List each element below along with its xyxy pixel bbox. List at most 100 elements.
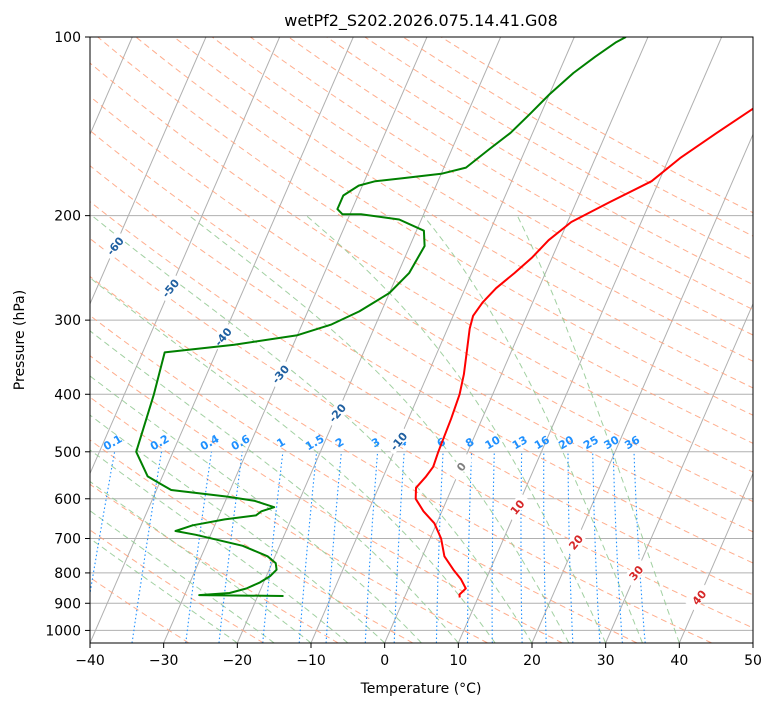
temperature-profile xyxy=(414,107,753,598)
dry-adiabat-line xyxy=(97,37,753,444)
y-tick-label: 400 xyxy=(54,387,81,403)
dry-adiabat-line xyxy=(250,37,753,336)
isotherm-line xyxy=(0,37,59,643)
y-tick-label: 1000 xyxy=(45,623,81,639)
isotherm-line xyxy=(678,472,753,643)
moist-adiabat-line xyxy=(516,215,680,643)
isotherm-label-bg xyxy=(622,558,649,587)
mixing-ratio-line xyxy=(393,451,405,643)
x-tick-label: 20 xyxy=(523,653,541,669)
mixing-ratio-label: 0.2 xyxy=(148,432,171,453)
isotherm-label-bg xyxy=(50,181,76,209)
isotherm-label-bg xyxy=(0,135,22,163)
dry-adiabat-line xyxy=(90,201,753,596)
dry-adiabat-line xyxy=(90,314,638,643)
y-tick-label: 700 xyxy=(54,532,81,548)
x-tick-label: −10 xyxy=(296,653,326,669)
dry-adiabat-line xyxy=(288,37,753,311)
moist-adiabat-line xyxy=(90,480,312,643)
mixing-ratio-line xyxy=(520,451,523,643)
isotherm-line xyxy=(90,37,281,475)
mixing-ratio-label: 13 xyxy=(510,433,530,452)
x-tick-label: −40 xyxy=(75,653,105,669)
x-axis-label: Temperature (°C) xyxy=(360,681,482,697)
moist-adiabat-line xyxy=(188,215,570,643)
isotherm-line xyxy=(752,641,753,643)
moist-adiabat-line xyxy=(90,537,238,643)
x-tick-label: 10 xyxy=(449,653,467,669)
y-axis-label: Pressure (hPa) xyxy=(12,290,28,390)
x-axis-ticks: −40 −30 −20 −10 0 10 20 30 40 50 xyxy=(75,643,762,669)
dry-adiabat-line xyxy=(90,95,753,503)
mixing-ratio-line xyxy=(90,451,116,597)
dry-adiabat-line xyxy=(90,355,563,643)
mixing-ratio-line xyxy=(491,451,495,643)
dry-adiabat-line xyxy=(211,37,753,362)
x-tick-label: −20 xyxy=(223,653,253,669)
mixing-ratio-line xyxy=(633,451,646,643)
isotherm-label-bg xyxy=(101,231,128,260)
dry-adiabat-line xyxy=(90,396,488,643)
plot-frame xyxy=(89,36,754,644)
isotherm-line xyxy=(384,37,649,643)
dry-adiabat-line xyxy=(90,165,753,564)
sounding-profiles xyxy=(135,37,753,598)
isotherm-label-bg xyxy=(323,398,350,427)
moist-adiabat-line xyxy=(90,449,349,643)
dry-adiabat-line xyxy=(90,62,753,473)
isotherm-label-bg xyxy=(447,452,474,480)
isotherm-label-bg xyxy=(562,527,589,556)
isotherm-label: -70 xyxy=(52,184,75,208)
dry-adiabat-line xyxy=(90,483,339,643)
mixing-ratio-line xyxy=(325,451,342,643)
mixing-ratio-label: 3 xyxy=(369,435,382,450)
mixing-ratio-line xyxy=(612,451,623,643)
y-tick-label: 900 xyxy=(54,596,81,612)
mixing-ratio-line xyxy=(298,451,318,643)
mixing-ratio-label: 0.4 xyxy=(198,432,222,453)
x-tick-label: 40 xyxy=(670,653,688,669)
dewpoint-profile xyxy=(135,37,627,597)
dry-adiabat-line xyxy=(90,129,753,533)
moist-adiabat-line xyxy=(90,277,496,643)
dry-adiabat-line xyxy=(90,576,190,643)
isotherm-label-bg xyxy=(209,322,236,350)
isotherm-line xyxy=(163,37,428,643)
y-axis-ticks: 1000 900 800 700 600 500 400 300 200 100 xyxy=(45,30,90,639)
mixing-ratio-label: 25 xyxy=(581,433,601,452)
y-tick-label: 600 xyxy=(54,492,81,508)
moist-adiabat-line xyxy=(305,215,607,643)
isotherm-line xyxy=(457,37,723,643)
x-tick-label: −30 xyxy=(149,653,179,669)
isotherm-line xyxy=(90,37,207,306)
y-tick-label: 200 xyxy=(54,209,81,225)
isotherm-label-bg xyxy=(503,492,530,521)
dry-adiabat-line xyxy=(135,37,753,416)
mixing-ratio-label: 20 xyxy=(556,433,576,452)
y-tick-label: 300 xyxy=(54,313,81,329)
isotherm-line xyxy=(236,37,502,643)
mixing-ratio-label: 16 xyxy=(532,433,552,452)
moist-adiabat-line xyxy=(90,414,386,643)
chart-title: wetPf2_S202.2026.075.14.41.G08 xyxy=(284,11,558,31)
y-tick-label: 800 xyxy=(54,566,81,582)
mixing-ratio-line xyxy=(262,451,284,643)
line-labels: 0.10.20.40.611.52346810131620253036-100-… xyxy=(0,135,712,611)
mixing-ratio-label: 2 xyxy=(333,435,346,450)
x-tick-label: 30 xyxy=(597,653,615,669)
mixing-ratio-line xyxy=(592,451,601,643)
moist-adiabat-line xyxy=(422,215,643,643)
x-tick-label: 50 xyxy=(744,653,762,669)
mixing-ratio-line xyxy=(185,451,213,643)
mixing-ratio-label: 1 xyxy=(275,435,288,450)
y-tick-label: 100 xyxy=(54,30,81,46)
mixing-ratio-line xyxy=(218,451,243,643)
x-tick-label: 0 xyxy=(380,653,389,669)
isotherm-label-bg xyxy=(384,426,411,455)
y-tick-label: 500 xyxy=(54,445,81,461)
mixing-ratio-label: 36 xyxy=(622,433,642,452)
background-lines xyxy=(0,37,753,643)
isotherm-label-bg xyxy=(156,273,183,302)
dry-adiabat-line xyxy=(90,275,712,643)
